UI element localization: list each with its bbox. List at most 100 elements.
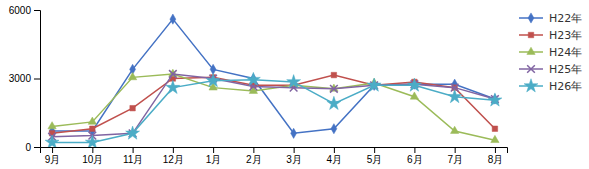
x-tick-mark xyxy=(52,147,53,153)
x-tick-mark xyxy=(414,147,415,153)
series-marker xyxy=(206,73,220,86)
y-tick-label: 6000 xyxy=(9,5,32,16)
legend-marker xyxy=(528,13,534,23)
x-tick: 10月 xyxy=(82,147,103,165)
x-tick-mark xyxy=(294,147,295,153)
x-tick-label: 9月 xyxy=(45,154,61,165)
x-tick: 8月 xyxy=(488,147,504,165)
series-line xyxy=(52,75,495,133)
legend-item: H22年 xyxy=(519,12,582,25)
x-tick: 9月 xyxy=(45,147,61,165)
legend-label: H23年 xyxy=(549,29,582,42)
marks xyxy=(45,14,502,147)
series-marker xyxy=(410,92,418,99)
y-tick-mark xyxy=(34,10,40,11)
series-marker xyxy=(170,14,176,24)
x-tick: 4月 xyxy=(327,147,343,165)
y-tick-mark xyxy=(34,147,40,148)
y-tick-mark xyxy=(34,79,40,80)
legend-marker xyxy=(527,65,535,73)
y-axis: 0 3000 6000 xyxy=(9,5,41,153)
series-marker xyxy=(128,73,136,80)
series-marker xyxy=(407,78,421,91)
series-line xyxy=(52,74,495,137)
x-tick: 7月 xyxy=(447,147,463,165)
legend-marker xyxy=(527,47,535,54)
series-line xyxy=(52,19,495,133)
x-tick-mark xyxy=(173,147,174,153)
chart: 9月 10月 11月 12月 1月 2月 3月 4月 5月 6月 7月 8月 0 3000 6000 H22年… xyxy=(0,0,589,169)
legend-marker xyxy=(524,79,538,92)
x-tick: 1月 xyxy=(206,147,222,165)
series-marker xyxy=(48,122,56,129)
x-tick-label: 12月 xyxy=(163,154,184,165)
series-marker xyxy=(331,124,337,134)
x-axis-line xyxy=(41,148,508,154)
series-marker xyxy=(166,80,180,93)
x-tick-mark xyxy=(133,147,134,153)
x-tick-mark xyxy=(334,147,335,153)
series-marker xyxy=(331,72,336,77)
x-tick-label: 1月 xyxy=(206,154,222,165)
series-marker xyxy=(169,70,177,78)
legend-label: H26年 xyxy=(549,80,582,93)
y-tick-label: 3000 xyxy=(9,73,32,84)
series-marker xyxy=(488,93,502,106)
legend-label: H24年 xyxy=(549,46,582,59)
series-marker xyxy=(88,117,96,124)
x-axis: 9月 10月 11月 12月 1月 2月 3月 4月 5月 6月 7月 8月 xyxy=(41,147,508,165)
series-line xyxy=(52,80,495,143)
series-marker xyxy=(291,128,297,138)
series-marker xyxy=(130,105,135,110)
series-line xyxy=(52,74,495,140)
series-marker xyxy=(448,89,462,102)
x-tick: 2月 xyxy=(246,147,262,165)
x-tick: 3月 xyxy=(286,147,302,165)
x-tick-label: 6月 xyxy=(407,154,423,165)
x-tick-label: 10月 xyxy=(82,154,103,165)
x-tick-mark xyxy=(253,147,254,153)
series-marker xyxy=(451,126,459,133)
y-axis-line xyxy=(34,11,41,148)
x-tick-label: 8月 xyxy=(488,154,504,165)
legend-item: H24年 xyxy=(519,46,582,59)
x-tick: 5月 xyxy=(367,147,383,165)
x-tick: 12月 xyxy=(163,147,184,165)
x-tick-label: 5月 xyxy=(367,154,383,165)
y-tick: 0 xyxy=(25,142,40,153)
legend: H22年 H23年 H24年 H25年 H26年 xyxy=(519,12,582,93)
x-tick-label: 3月 xyxy=(286,154,302,165)
legend-item: H23年 xyxy=(519,29,582,42)
legend-marker xyxy=(528,32,533,37)
series-marker xyxy=(367,78,381,91)
series-marker xyxy=(491,135,499,142)
series-marker xyxy=(330,85,338,93)
x-tick-mark xyxy=(374,147,375,153)
x-tick: 11月 xyxy=(123,147,143,165)
series-marker xyxy=(327,96,341,109)
series-marker xyxy=(85,135,99,147)
x-tick-mark xyxy=(92,147,93,153)
series-marker xyxy=(287,75,301,88)
series-marker xyxy=(90,126,95,131)
series-marker xyxy=(492,126,497,131)
legend-label: H25年 xyxy=(549,63,582,76)
x-tick-mark xyxy=(495,147,496,153)
x-tick-mark xyxy=(213,147,214,153)
legend-item: H25年 xyxy=(519,63,582,76)
y-tick: 3000 xyxy=(9,73,40,84)
x-tick: 6月 xyxy=(407,147,423,165)
legend-item: H26年 xyxy=(519,79,582,93)
series-marker xyxy=(126,126,140,139)
x-tick-label: 4月 xyxy=(327,154,343,165)
y-tick: 6000 xyxy=(9,5,40,16)
plot: 9月 10月 11月 12月 1月 2月 3月 4月 5月 6月 7月 8月 0 3000 6000 H22年… xyxy=(9,5,583,165)
series-marker xyxy=(45,135,59,147)
x-tick-label: 2月 xyxy=(246,154,262,165)
y-tick-label: 0 xyxy=(25,142,31,153)
x-tick-mark xyxy=(455,147,456,153)
series-marker xyxy=(246,72,260,85)
legend-label: H22年 xyxy=(549,12,582,25)
x-tick-label: 11月 xyxy=(123,154,143,165)
x-tick-label: 7月 xyxy=(447,154,463,165)
